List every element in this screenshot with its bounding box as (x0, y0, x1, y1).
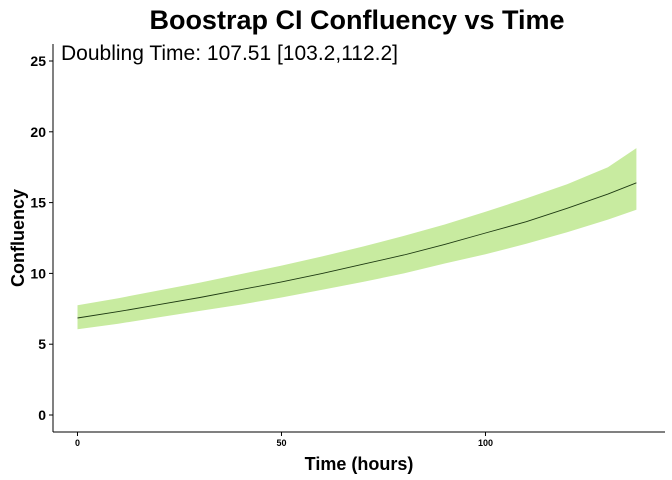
x-tick-label: 0 (75, 438, 80, 448)
y-tick-label: 15 (30, 195, 46, 211)
y-tick-label: 10 (30, 265, 46, 281)
y-tick-label: 0 (38, 407, 46, 423)
fitted-line (77, 182, 637, 319)
y-tick-label: 20 (30, 124, 46, 140)
y-axis-title: Confluency (8, 189, 28, 287)
chart-title: Boostrap CI Confluency vs Time (149, 5, 564, 35)
x-tick-label: 50 (276, 438, 286, 448)
confidence-band-layer (77, 148, 637, 330)
fitted-line-layer (77, 182, 637, 319)
y-tick-label: 25 (30, 53, 46, 69)
x-axis-ticks: 0 50 100 (75, 432, 493, 448)
x-axis-title: Time (hours) (305, 454, 414, 474)
y-tick-label: 5 (38, 336, 46, 352)
doubling-time-annotation: Doubling Time: 107.51 [103.2,112.2] (61, 42, 398, 65)
y-axis-ticks: 0 5 10 15 20 25 (30, 53, 53, 423)
x-tick-label: 100 (478, 438, 493, 448)
confidence-band (77, 148, 637, 330)
